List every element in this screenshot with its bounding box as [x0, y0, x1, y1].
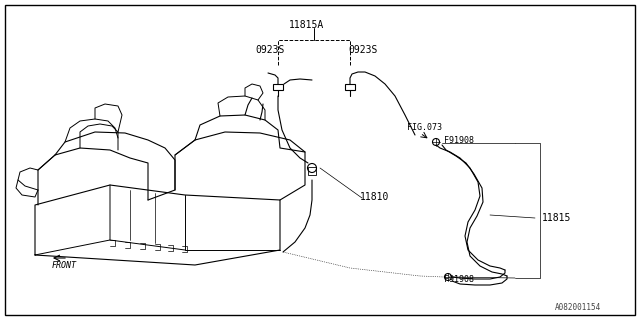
- Text: FIG.073: FIG.073: [407, 123, 442, 132]
- Bar: [273, 84, 283, 90]
- Text: F91908: F91908: [444, 275, 474, 284]
- Bar: [345, 84, 355, 90]
- Text: 11810: 11810: [360, 192, 389, 202]
- Text: F91908: F91908: [444, 135, 474, 145]
- Text: 11815A: 11815A: [289, 20, 324, 30]
- Text: A082001154: A082001154: [555, 303, 601, 313]
- Text: 0923S: 0923S: [348, 45, 378, 55]
- Text: FRONT: FRONT: [52, 260, 77, 269]
- Text: 11815: 11815: [542, 213, 572, 223]
- Text: 0923S: 0923S: [255, 45, 284, 55]
- Bar: [308, 167, 316, 175]
